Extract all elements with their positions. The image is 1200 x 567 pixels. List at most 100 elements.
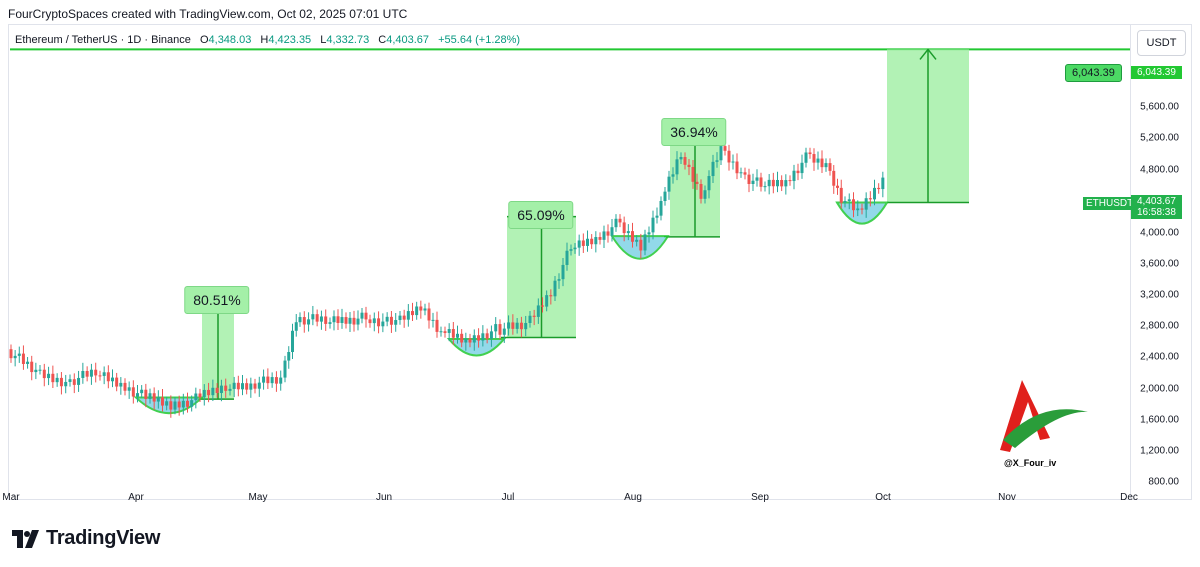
- last-price-tag: 4,403.67 16:58:38: [1131, 195, 1182, 219]
- candle-body: [270, 377, 274, 384]
- candle-body: [311, 314, 315, 320]
- candle-body: [565, 250, 569, 265]
- candle-body: [13, 355, 17, 359]
- candle-body: [864, 198, 868, 210]
- candle-body: [767, 179, 771, 187]
- candle-body: [586, 238, 589, 246]
- candle-body: [398, 315, 402, 321]
- candle-body: [274, 377, 278, 384]
- x-tick-mar: Mar: [2, 492, 20, 503]
- candle-body: [671, 174, 675, 177]
- candle-body: [102, 372, 106, 376]
- candle-body: [659, 201, 663, 216]
- candle-body: [257, 382, 261, 389]
- candle-body: [743, 172, 747, 175]
- tradingview-logo[interactable]: TradingView: [12, 527, 160, 550]
- candle-body: [577, 240, 581, 248]
- candle-body: [679, 157, 683, 160]
- candle-body: [598, 237, 602, 240]
- candle-body: [72, 379, 76, 385]
- candle-body: [727, 150, 731, 163]
- y-tick-1600: 1,600.00: [1140, 414, 1179, 426]
- candle-body: [489, 331, 493, 339]
- candle-body: [847, 199, 851, 201]
- candle-body: [111, 377, 114, 382]
- x-tick-dec: Dec: [1120, 492, 1138, 503]
- candle-body: [824, 163, 828, 168]
- candle-body: [843, 201, 847, 203]
- candle-body: [402, 315, 406, 320]
- candle-body: [618, 218, 622, 223]
- candle-body: [186, 400, 189, 407]
- candle-body: [759, 177, 763, 187]
- cup-pattern-1: [133, 396, 205, 415]
- candle-body: [573, 247, 577, 250]
- symbol-name: Ethereum / TetherUS · 1D · Binance: [15, 34, 191, 46]
- candle-body: [747, 174, 751, 184]
- candle-body: [639, 239, 643, 251]
- candle-body: [42, 369, 46, 379]
- ticker-tag: ETHUSDT: [1083, 197, 1137, 210]
- candle-body: [581, 240, 585, 246]
- candle-body: [344, 317, 348, 324]
- candle-body: [808, 152, 812, 155]
- candle-body: [294, 322, 298, 331]
- y-tick-2400: 2,400.00: [1140, 351, 1179, 363]
- chart-frame: [8, 24, 1192, 500]
- tradingview-logo-text: TradingView: [46, 527, 161, 549]
- candle-body: [626, 231, 630, 234]
- candle-body: [307, 319, 311, 325]
- candle-body: [249, 383, 253, 390]
- candle-body: [302, 317, 306, 325]
- candle-body: [836, 185, 839, 188]
- candle-body: [460, 333, 464, 343]
- candle-body: [372, 318, 376, 324]
- candle-body: [519, 322, 523, 330]
- candle-body: [602, 231, 606, 240]
- candle-body: [675, 159, 679, 175]
- watermark-handle: @X_Four_iv: [1004, 458, 1057, 468]
- candle-body: [253, 383, 257, 389]
- candle-body: [34, 369, 38, 373]
- candle-body: [364, 312, 368, 320]
- candle-body: [751, 180, 755, 184]
- candle-body: [536, 305, 540, 317]
- x-tick-may: May: [248, 492, 268, 503]
- price-axis[interactable]: 5,600.00 5,200.00 4,800.00 4,000.00 3,60…: [1130, 24, 1193, 500]
- candle-body: [324, 316, 328, 324]
- chart-credit: FourCryptoSpaces created with TradingVie…: [8, 7, 408, 21]
- y-tick-5600: 5,600.00: [1140, 101, 1179, 113]
- candle-body: [106, 372, 110, 382]
- candle-body: [47, 373, 51, 379]
- candle-body: [181, 400, 185, 408]
- candle-body: [98, 375, 102, 377]
- candle-body: [755, 177, 759, 181]
- candle-body: [77, 377, 81, 385]
- candle-body: [800, 162, 804, 174]
- candle-body: [443, 331, 447, 333]
- candle-body: [55, 377, 59, 383]
- candle-body: [498, 324, 502, 335]
- candle-body: [828, 163, 832, 171]
- candle-body: [703, 190, 707, 199]
- candle-body: [68, 379, 72, 382]
- x-tick-oct: Oct: [875, 492, 891, 503]
- candle-body: [262, 376, 266, 383]
- candle-body: [839, 187, 843, 203]
- y-tick-3600: 3,600.00: [1140, 258, 1179, 270]
- candle-body: [631, 231, 634, 242]
- open-value: 4,348.03: [208, 34, 252, 46]
- candle-body: [411, 311, 414, 316]
- x-tick-apr: Apr: [128, 492, 144, 503]
- candle-body: [468, 338, 472, 343]
- candle-body: [515, 322, 519, 329]
- measure-label-2: 65.09%: [508, 201, 574, 229]
- currency-button[interactable]: USDT: [1137, 30, 1186, 56]
- candle-body: [348, 317, 352, 324]
- candle-body: [711, 161, 715, 177]
- x-tick-jul: Jul: [501, 492, 515, 503]
- candle-body: [389, 316, 393, 325]
- candle-body: [715, 160, 719, 162]
- candle-body: [494, 324, 498, 332]
